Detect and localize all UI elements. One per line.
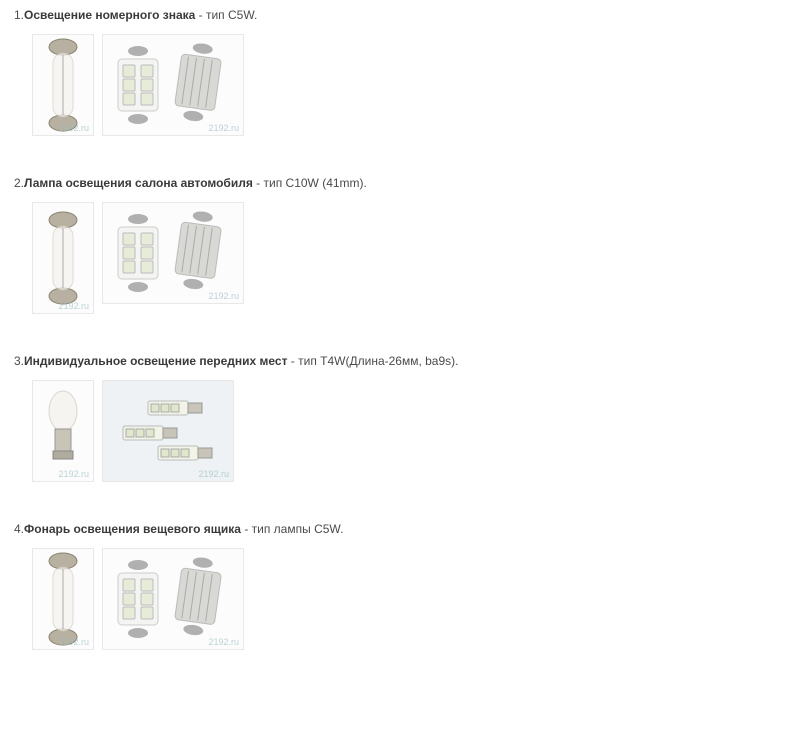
item-title: Лампа освещения салона автомобиля xyxy=(24,176,253,190)
item-title: Фонарь освещения вещевого ящика xyxy=(24,522,241,536)
t4w-bulb-image: 2192.ru xyxy=(32,380,94,482)
item-title: Индивидуальное освещение передних мест xyxy=(24,354,287,368)
led-festoon-dual-image: 2192.ru xyxy=(102,34,244,136)
ba9s-led-cluster-image: 2192.ru xyxy=(102,380,234,482)
item-images-row: 2192.ru 2192.ru xyxy=(32,34,771,136)
list-item: 1.Освещение номерного знака - тип C5W. 2… xyxy=(14,8,771,136)
item-suffix: - тип лампы C5W. xyxy=(241,522,343,536)
festoon-bulb-image: 2192.ru xyxy=(32,202,94,314)
item-heading: 2.Лампа освещения салона автомобиля - ти… xyxy=(14,176,771,190)
led-festoon-dual-image: 2192.ru xyxy=(102,202,244,304)
item-number: 2. xyxy=(14,176,24,190)
item-number: 3. xyxy=(14,354,24,368)
list-item: 2.Лампа освещения салона автомобиля - ти… xyxy=(14,176,771,314)
item-heading: 1.Освещение номерного знака - тип C5W. xyxy=(14,8,771,22)
item-suffix: - тип C10W (41mm). xyxy=(253,176,367,190)
item-images-row: 2192.ru 2192.ru xyxy=(32,380,771,482)
festoon-bulb-image: 2192.ru xyxy=(32,548,94,650)
item-heading: 3.Индивидуальное освещение передних мест… xyxy=(14,354,771,368)
led-festoon-dual-image: 2192.ru xyxy=(102,548,244,650)
item-images-row: 2192.ru 2192.ru xyxy=(32,548,771,650)
item-heading: 4.Фонарь освещения вещевого ящика - тип … xyxy=(14,522,771,536)
list-item: 4.Фонарь освещения вещевого ящика - тип … xyxy=(14,522,771,650)
item-suffix: - тип C5W. xyxy=(195,8,257,22)
festoon-bulb-image: 2192.ru xyxy=(32,34,94,136)
item-number: 1. xyxy=(14,8,24,22)
item-images-row: 2192.ru 2192.ru xyxy=(32,202,771,314)
item-number: 4. xyxy=(14,522,24,536)
list-item: 3.Индивидуальное освещение передних мест… xyxy=(14,354,771,482)
item-suffix: - тип T4W(Длина-26мм, ba9s). xyxy=(287,354,458,368)
item-title: Освещение номерного знака xyxy=(24,8,195,22)
